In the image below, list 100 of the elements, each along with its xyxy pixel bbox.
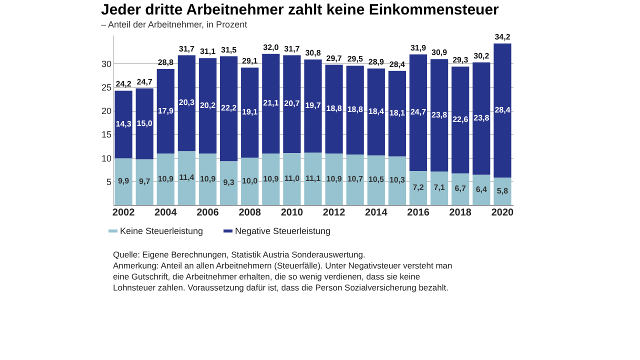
legend-label: Keine Steuerleistung: [120, 226, 204, 236]
total-label: 31,9: [410, 43, 427, 52]
bar: [325, 154, 343, 205]
x-tick-label: 2004: [154, 208, 178, 218]
x-tick-label: 2002: [112, 208, 136, 218]
bar: [114, 158, 132, 205]
total-label: 31,7: [284, 44, 300, 54]
data-label: 20,2: [200, 100, 216, 110]
bar: [262, 154, 280, 205]
data-label: 17,9: [158, 106, 174, 116]
bar: [346, 154, 364, 205]
y-tick-label: 20: [101, 106, 112, 116]
total-label: 29,7: [326, 54, 342, 63]
total-label: 28,4: [389, 60, 406, 69]
total-label: 28,8: [158, 58, 174, 67]
total-label: 24,7: [136, 77, 153, 86]
data-label: 11,1: [305, 174, 322, 183]
bar: [388, 156, 406, 205]
x-tick-label: 2018: [449, 208, 472, 218]
data-label: 15,0: [136, 118, 153, 128]
total-label: 32,0: [263, 42, 280, 52]
x-tick-label: 2006: [196, 208, 220, 218]
total-label: 31,1: [200, 47, 216, 56]
data-label: 10,0: [242, 176, 258, 186]
data-label: 5,8: [496, 186, 509, 196]
x-tick-label: 2012: [322, 208, 346, 218]
bar: [346, 66, 364, 154]
data-label: 18,8: [347, 105, 364, 114]
bar: [409, 54, 428, 171]
data-label: 24,7: [410, 108, 427, 117]
bar: [178, 55, 196, 152]
data-label: 10,9: [158, 174, 174, 184]
bar: [114, 90, 132, 158]
data-label: 14,3: [116, 119, 132, 128]
total-label: 30,9: [432, 48, 448, 58]
data-label: 18,8: [326, 104, 342, 114]
data-label: 19,7: [305, 101, 322, 110]
total-label: 28,9: [368, 58, 384, 67]
bar: [198, 58, 217, 154]
data-label: 10,9: [263, 174, 280, 184]
bar: [136, 88, 154, 160]
data-label: 9,9: [118, 176, 130, 186]
total-label: 31,5: [221, 45, 238, 54]
data-label: 10,9: [200, 174, 216, 184]
total-label: 29,3: [452, 56, 469, 65]
bar: [452, 173, 470, 205]
bar: [178, 151, 196, 205]
data-label: 6,4: [476, 184, 488, 194]
data-label: 23,8: [432, 110, 448, 120]
legend-label: Negative Steuerleistung: [235, 226, 331, 236]
data-label: 7,2: [412, 183, 424, 192]
bar: [452, 66, 470, 174]
data-label: 19,1: [242, 108, 258, 117]
total-label: 30,2: [474, 51, 490, 60]
data-label: 18,1: [389, 108, 406, 118]
bar: [283, 153, 301, 205]
bar: [283, 55, 301, 154]
data-label: 11,0: [284, 174, 300, 184]
x-tick-label: 2008: [238, 208, 262, 218]
data-label: 22,6: [452, 115, 469, 124]
data-label: 18,4: [368, 106, 384, 116]
bar: [430, 171, 448, 205]
bar: [241, 158, 259, 205]
x-tick-label: 2016: [407, 208, 430, 218]
data-label: 7,1: [434, 183, 446, 192]
data-label: 21,1: [263, 98, 280, 108]
bar: [304, 152, 322, 205]
bar: [156, 154, 174, 205]
bar: [304, 60, 322, 153]
data-label: 6,7: [454, 184, 466, 194]
bar: [262, 54, 280, 154]
data-label: 20,7: [284, 99, 300, 108]
text: Anmerkung: Anteil an allen Arbeitnehmern (Steuerfälle). Unter Negativsteuer versteht man eine Gutschrift, die Arbeitnehmer erhalten, die so wenig verdienen, dass sie keine Lohnsteuer zahlen. Voraussetzung dafür ist, dass die Person Sozialversicherung bezahlt.: [113, 260, 453, 292]
bar: [241, 68, 259, 158]
y-tick-label: 30: [101, 58, 112, 69]
data-label: 28,4: [494, 106, 511, 115]
bar: [472, 174, 490, 205]
data-label: 10,5: [368, 175, 384, 184]
data-label: 10,7: [347, 174, 364, 184]
bar: [325, 64, 343, 154]
total-label: 31,7: [178, 44, 196, 54]
data-label: 20,3: [178, 98, 196, 108]
y-tick-label: 10: [101, 153, 112, 164]
bar: [472, 62, 490, 175]
bar: [494, 44, 512, 178]
total-label: 29,5: [347, 54, 364, 64]
total-label: 29,1: [242, 56, 258, 66]
data-label: 22,2: [221, 104, 238, 113]
chart-subtitle: – Anteil der Arbeitnehmer, in Prozent: [100, 20, 248, 30]
data-label: 23,8: [474, 114, 490, 123]
data-label: 9,3: [223, 178, 235, 188]
data-label: 10,9: [326, 174, 342, 184]
chart-title: Jeder dritte Arbeitnehmer zahlt keine Einkommensteuer: [100, 2, 500, 18]
bar: [220, 161, 238, 205]
x-tick-label: 2020: [491, 208, 514, 218]
y-tick-label: 25: [101, 82, 112, 92]
bar: [430, 59, 448, 172]
bar: [494, 178, 512, 205]
x-tick-label: 2014: [365, 208, 388, 218]
data-label: 11,4: [179, 173, 195, 182]
